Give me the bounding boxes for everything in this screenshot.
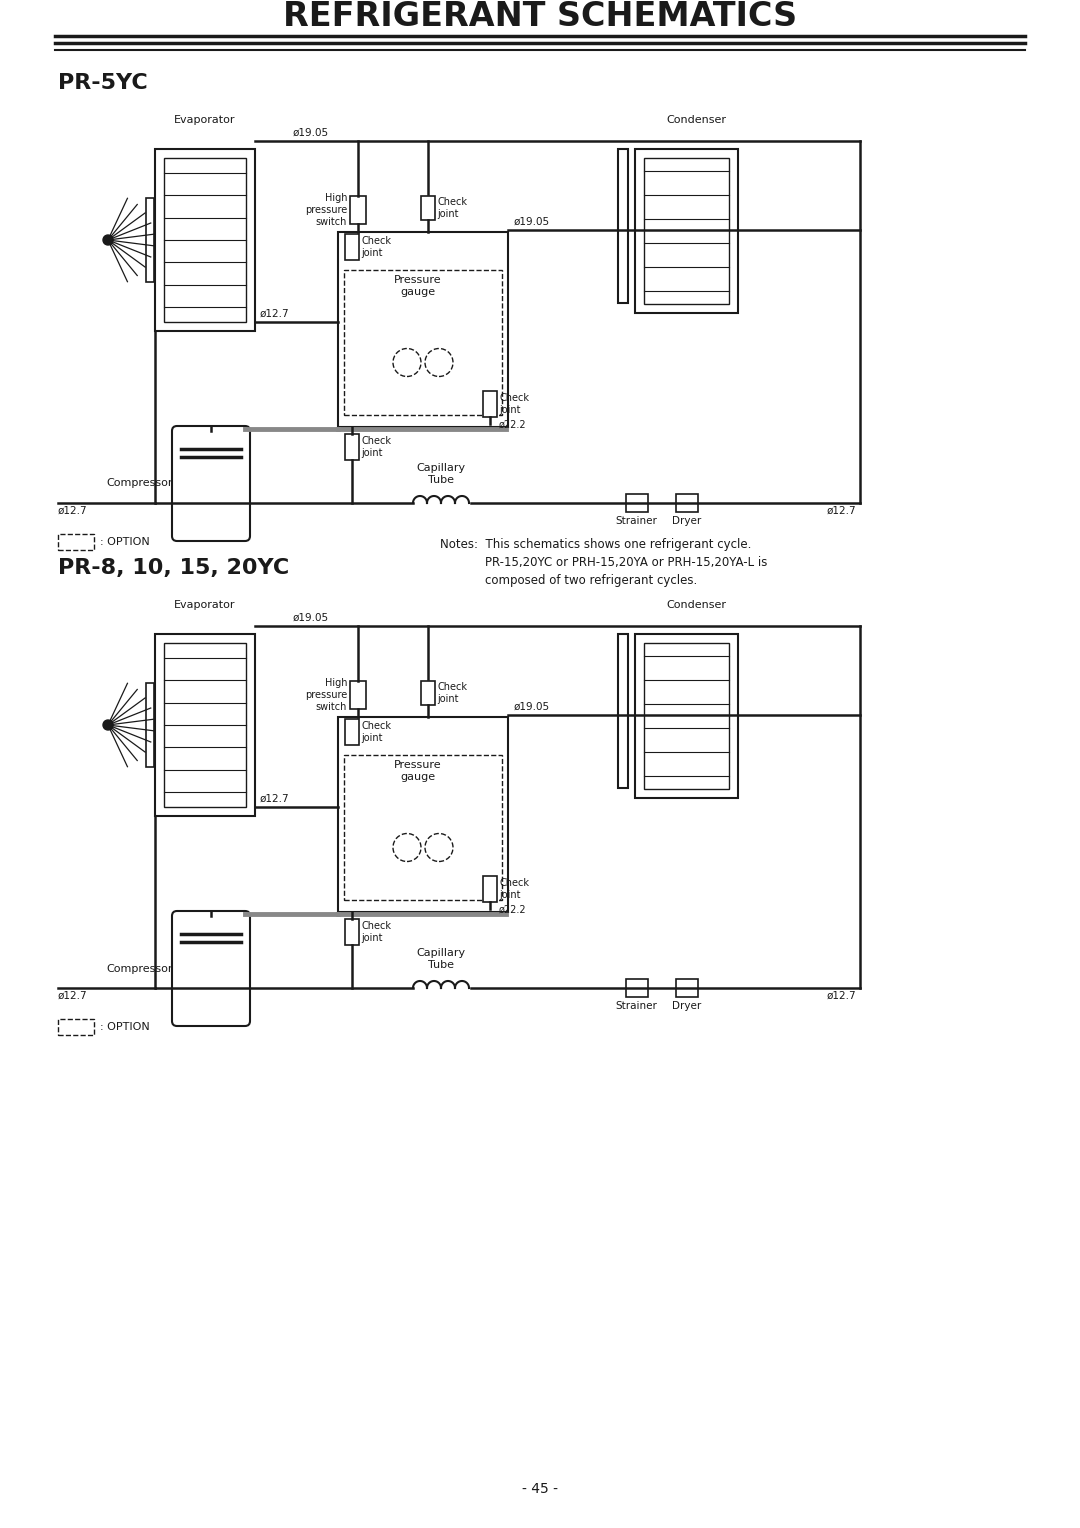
Text: Capillary
Tube: Capillary Tube xyxy=(417,949,465,970)
Text: : OPTION: : OPTION xyxy=(100,1022,150,1031)
Circle shape xyxy=(426,348,453,376)
Bar xyxy=(338,232,508,426)
Text: Notes:  This schematics shows one refrigerant cycle.: Notes: This schematics shows one refrige… xyxy=(440,538,752,552)
Text: ø19.05: ø19.05 xyxy=(514,701,550,712)
Circle shape xyxy=(393,833,421,862)
Text: ø19.05: ø19.05 xyxy=(293,128,329,138)
Text: REFRIGERANT SCHEMATICS: REFRIGERANT SCHEMATICS xyxy=(283,0,797,34)
Text: ø12.7: ø12.7 xyxy=(826,506,856,516)
Text: Evaporator: Evaporator xyxy=(174,115,235,125)
Text: Dryer: Dryer xyxy=(672,516,701,526)
Text: ø12.7: ø12.7 xyxy=(826,992,856,1001)
Text: ø12.7: ø12.7 xyxy=(260,309,289,319)
Text: ø19.05: ø19.05 xyxy=(293,613,329,623)
Bar xyxy=(156,634,255,816)
Text: ø19.05: ø19.05 xyxy=(514,217,550,228)
Text: Check
joint: Check joint xyxy=(361,435,391,458)
Text: ø22.2: ø22.2 xyxy=(499,420,527,429)
Bar xyxy=(483,876,497,902)
Bar xyxy=(58,533,94,550)
Bar xyxy=(146,199,154,283)
Bar xyxy=(350,196,366,225)
Bar xyxy=(338,717,508,912)
Text: Evaporator: Evaporator xyxy=(174,601,235,610)
Text: Condenser: Condenser xyxy=(666,601,727,610)
Text: Check
joint: Check joint xyxy=(499,393,529,414)
Text: PR-8, 10, 15, 20YC: PR-8, 10, 15, 20YC xyxy=(58,558,289,578)
Text: Check
joint: Check joint xyxy=(437,681,467,704)
Text: Dryer: Dryer xyxy=(672,1001,701,1012)
Text: High
pressure
switch: High pressure switch xyxy=(305,678,347,712)
Text: PR-15,20YC or PRH-15,20YA or PRH-15,20YA-L is: PR-15,20YC or PRH-15,20YA or PRH-15,20YA… xyxy=(440,556,768,568)
Circle shape xyxy=(103,720,113,730)
Text: Pressure
gauge: Pressure gauge xyxy=(394,759,442,782)
Bar xyxy=(350,681,366,709)
Bar xyxy=(676,494,698,512)
Bar xyxy=(635,634,738,798)
Bar xyxy=(483,391,497,417)
Bar xyxy=(345,918,359,944)
Text: Check
joint: Check joint xyxy=(437,197,467,219)
Bar xyxy=(345,720,359,746)
Text: Check
joint: Check joint xyxy=(361,721,391,743)
Bar xyxy=(625,494,648,512)
Bar xyxy=(421,681,435,704)
Text: Check
joint: Check joint xyxy=(361,237,391,258)
Bar xyxy=(421,196,435,220)
Bar xyxy=(345,234,359,260)
Bar xyxy=(58,1019,94,1034)
Bar xyxy=(164,643,246,807)
Text: ø12.7: ø12.7 xyxy=(58,506,87,516)
Text: Condenser: Condenser xyxy=(666,115,727,125)
Text: Capillary
Tube: Capillary Tube xyxy=(417,463,465,484)
Text: Compressor: Compressor xyxy=(107,964,173,973)
Text: PR-5YC: PR-5YC xyxy=(58,73,148,93)
Text: Check
joint: Check joint xyxy=(361,921,391,943)
Bar xyxy=(644,643,729,788)
Circle shape xyxy=(393,348,421,376)
Text: - 45 -: - 45 - xyxy=(522,1482,558,1496)
Text: ø12.7: ø12.7 xyxy=(260,795,289,804)
Circle shape xyxy=(426,833,453,862)
Text: High
pressure
switch: High pressure switch xyxy=(305,194,347,226)
Text: : OPTION: : OPTION xyxy=(100,536,150,547)
Text: Strainer: Strainer xyxy=(616,516,658,526)
Bar xyxy=(635,150,738,313)
Bar xyxy=(618,634,627,788)
Bar xyxy=(345,755,502,900)
Text: ø12.7: ø12.7 xyxy=(58,992,87,1001)
Text: Check
joint: Check joint xyxy=(499,879,529,900)
Text: ø22.2: ø22.2 xyxy=(499,905,527,915)
Text: Compressor: Compressor xyxy=(107,478,173,489)
Bar xyxy=(164,157,246,322)
Bar xyxy=(625,979,648,996)
Text: composed of two refrigerant cycles.: composed of two refrigerant cycles. xyxy=(440,575,698,587)
Bar xyxy=(146,683,154,767)
Bar xyxy=(676,979,698,996)
FancyBboxPatch shape xyxy=(172,911,249,1025)
Text: Strainer: Strainer xyxy=(616,1001,658,1012)
Bar xyxy=(345,434,359,460)
Bar xyxy=(345,270,502,416)
Bar xyxy=(618,150,627,303)
FancyBboxPatch shape xyxy=(172,426,249,541)
Text: Pressure
gauge: Pressure gauge xyxy=(394,275,442,296)
Bar xyxy=(156,150,255,332)
Circle shape xyxy=(103,235,113,244)
Bar xyxy=(644,157,729,304)
